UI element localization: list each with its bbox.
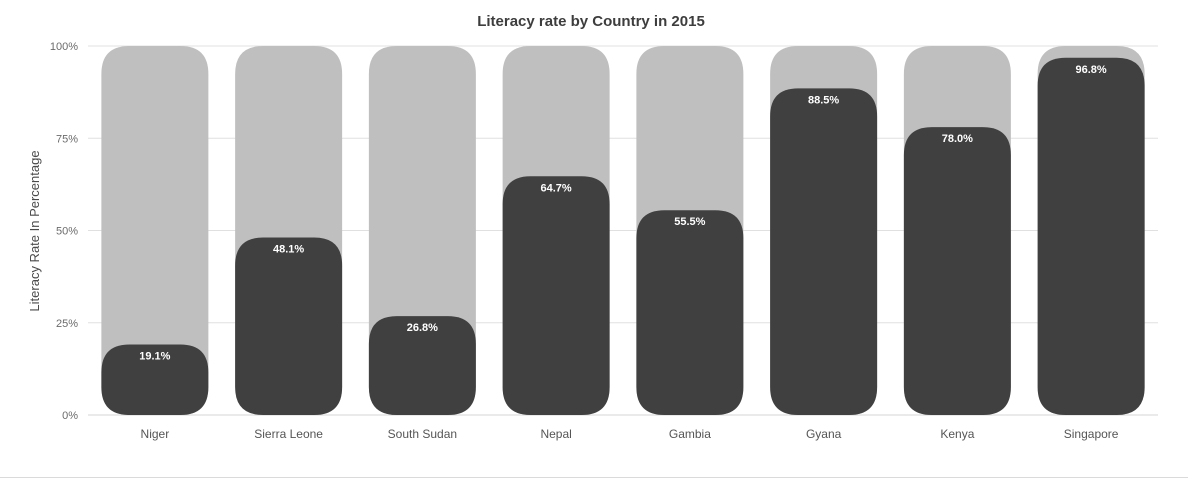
y-tick-label: 25% — [56, 318, 78, 330]
bar — [502, 176, 610, 415]
data-label: 78.0% — [942, 133, 973, 145]
bar — [770, 88, 878, 415]
x-tick-label: Niger — [141, 427, 170, 441]
y-axis-ticks: 0% 25% 50% 75% 100% — [50, 41, 78, 422]
y-tick-label: 0% — [62, 410, 78, 422]
bar — [235, 237, 343, 415]
x-tick-label: Sierra Leone — [254, 427, 323, 441]
x-tick-label: Singapore — [1064, 427, 1119, 441]
x-tick-label: Gyana — [806, 427, 842, 441]
bar — [636, 210, 744, 415]
bar-track — [101, 46, 209, 415]
data-labels: 19.1% 48.1% 26.8% 64.7% 55.5% 88.5% 78.0% 96.8% — [139, 64, 1107, 363]
bar — [903, 127, 1011, 416]
bar — [101, 344, 209, 415]
data-label: 48.1% — [273, 244, 304, 256]
chart-title: Literacy rate by Country in 2015 — [477, 13, 705, 30]
data-label: 96.8% — [1076, 64, 1107, 76]
data-label: 88.5% — [808, 94, 839, 106]
x-tick-label: Nepal — [540, 427, 571, 441]
bar — [368, 316, 476, 415]
bars — [101, 57, 1145, 416]
data-label: 64.7% — [541, 182, 572, 194]
y-tick-label: 75% — [56, 133, 78, 145]
data-label: 26.8% — [407, 322, 438, 334]
x-tick-label: Gambia — [669, 427, 711, 441]
y-axis-label: Literacy Rate In Percentage — [27, 150, 42, 311]
bottom-divider — [0, 477, 1188, 478]
x-axis-ticks: Niger Sierra Leone South Sudan Nepal Gambia G… — [141, 427, 1119, 441]
y-tick-label: 50% — [56, 226, 78, 238]
bar — [1037, 57, 1145, 416]
data-label: 55.5% — [674, 216, 705, 228]
data-label: 19.1% — [139, 351, 170, 363]
x-tick-label: South Sudan — [388, 427, 457, 441]
x-tick-label: Kenya — [940, 427, 974, 441]
y-tick-label: 100% — [50, 41, 78, 53]
